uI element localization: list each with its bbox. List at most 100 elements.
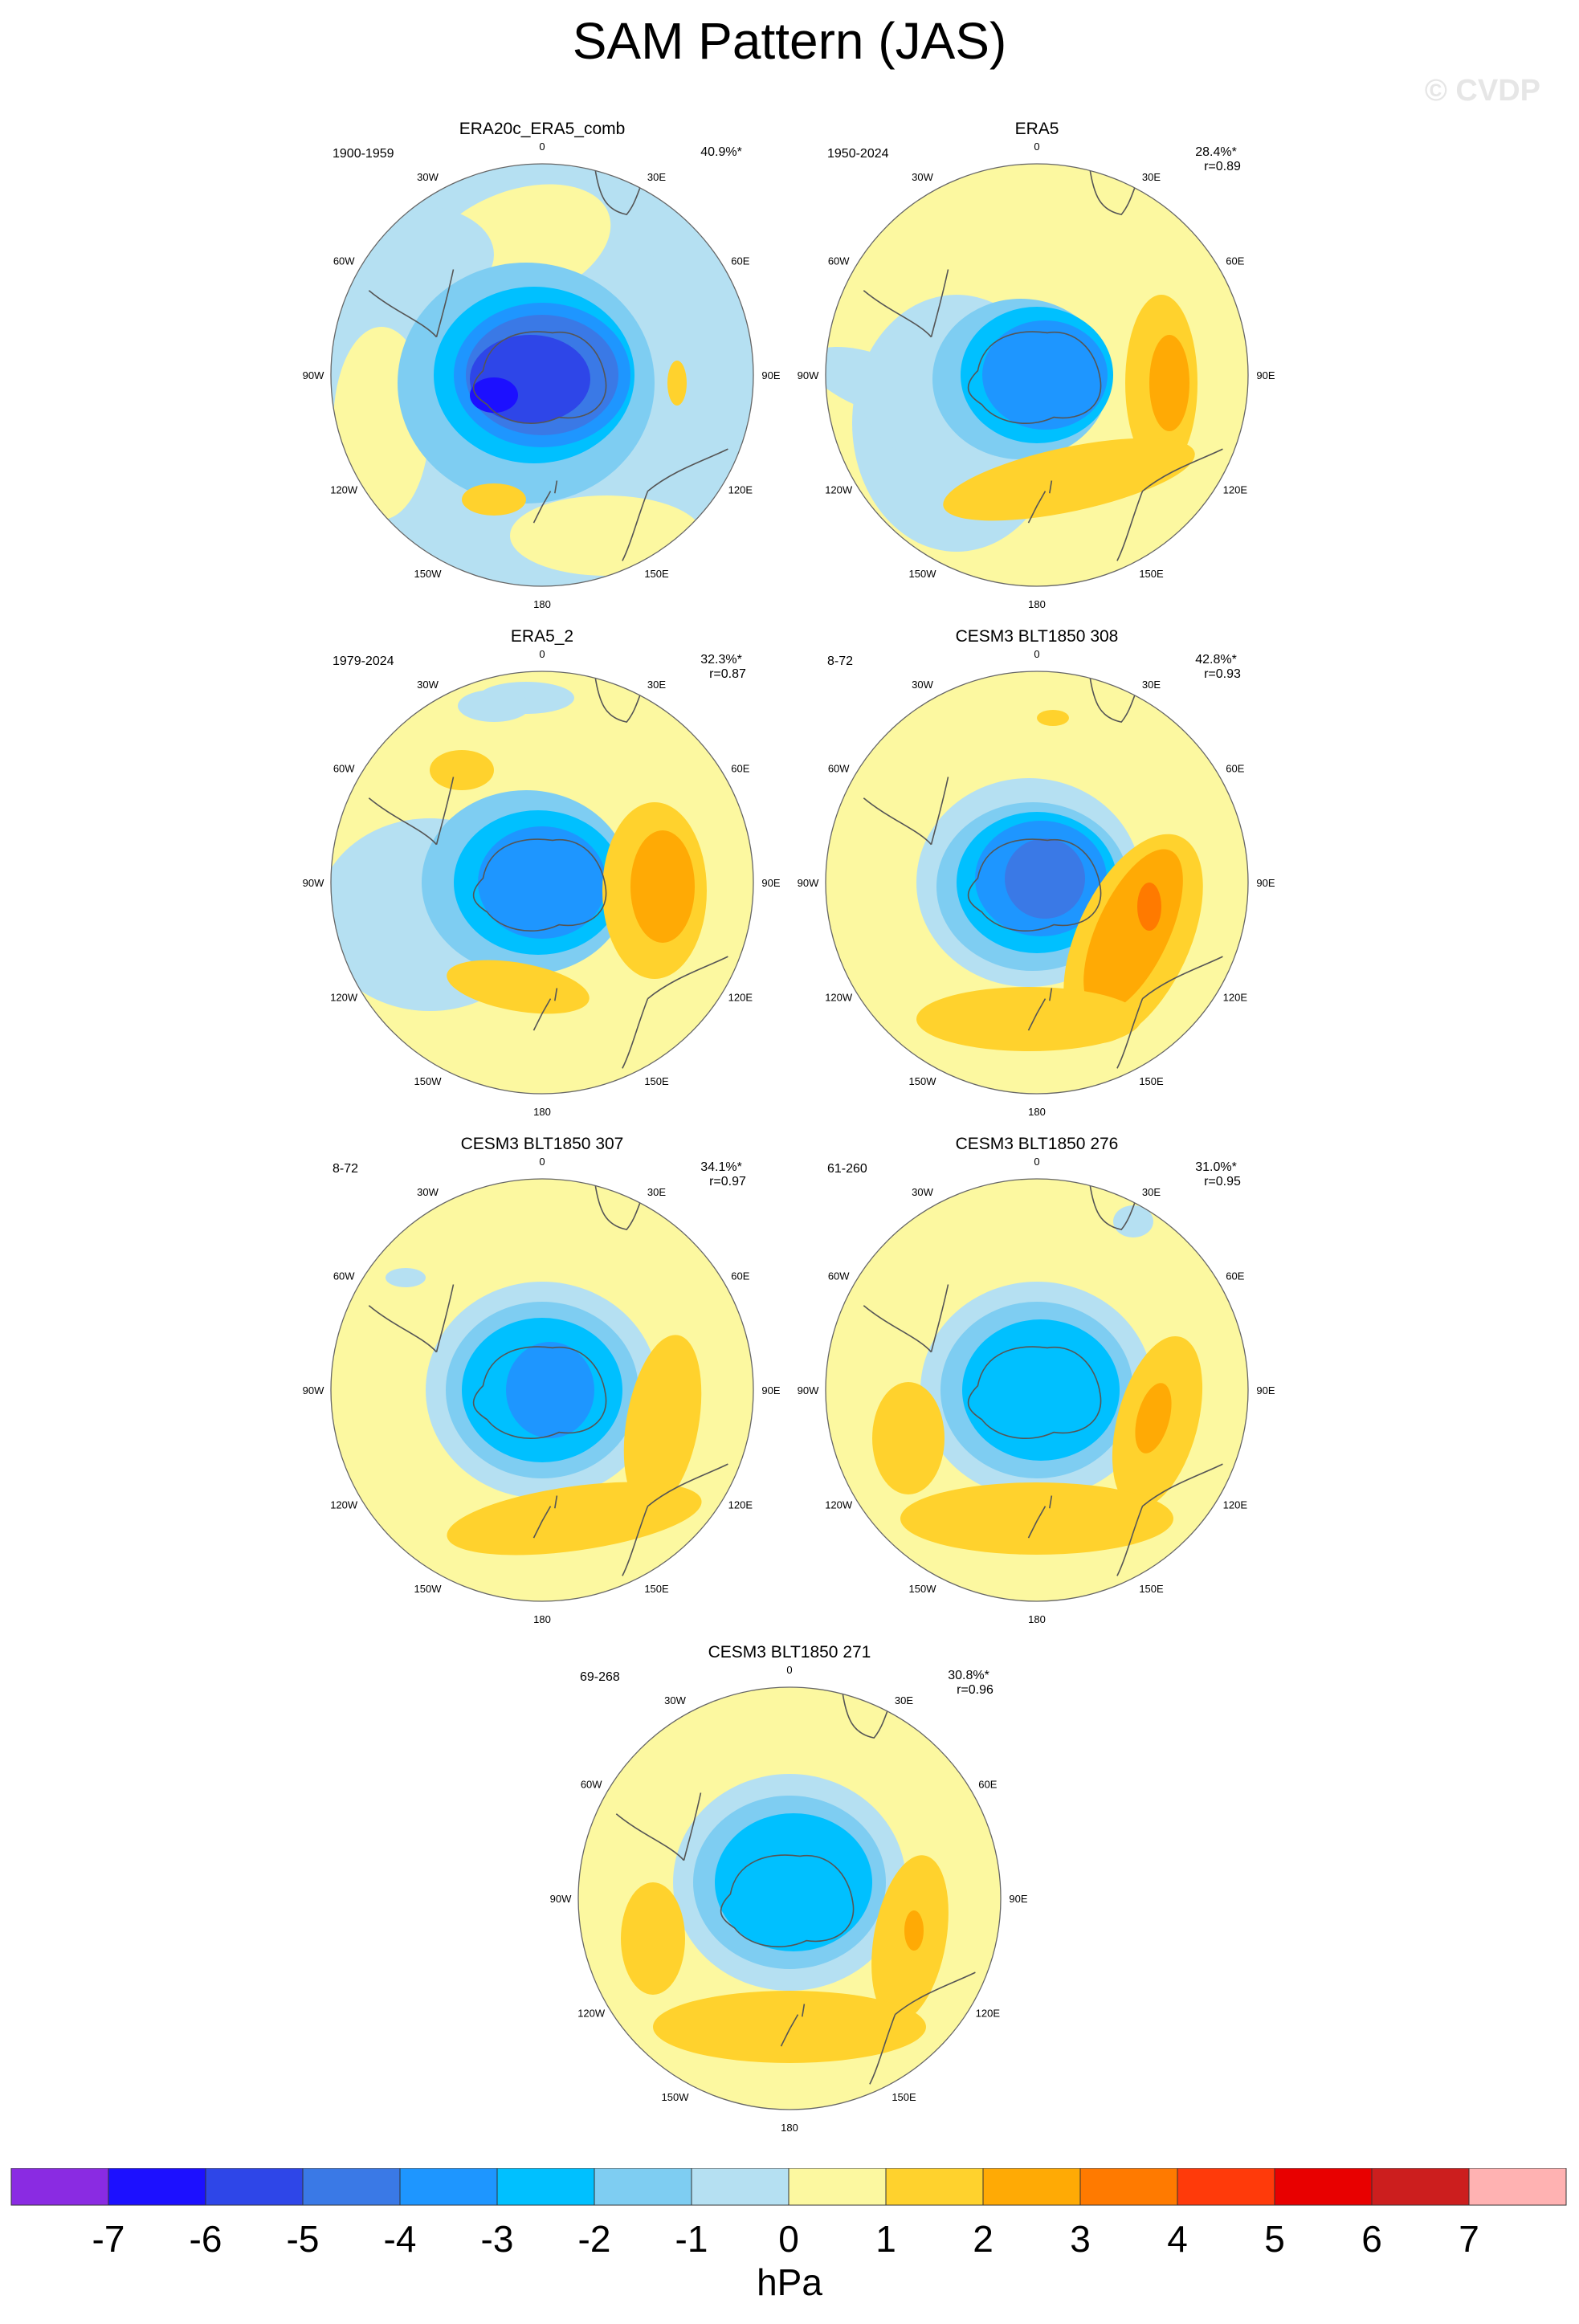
colorbar-tick-label: 3 [1070,2218,1091,2260]
lon-tick-label: 120W [825,992,853,1004]
colorbar-tick-label: 0 [778,2218,799,2260]
lon-tick-label: 60E [1226,1270,1244,1282]
panel-title: CESM3 BLT1850 271 [708,1643,871,1661]
coastline [1116,956,1223,1069]
lon-tick-label: 60W [828,763,850,775]
panel-variance: 30.8%* [948,1669,989,1682]
panel-period: 8-72 [333,1162,358,1176]
coastline [368,1284,455,1353]
contour-region [430,750,494,790]
panel-correlation: r=0.97 [709,1175,746,1189]
colorbar-tick-label: -3 [481,2218,514,2260]
colorbar-swatch [789,2168,886,2205]
coastline [472,838,607,932]
contour-region [1083,849,1183,1013]
lon-tick-label: 150E [1139,568,1164,580]
polar-map: 0 30E 60E 90E 120E 150E 180 150W 120W 90W 60W 30W CE… [550,1643,1028,2134]
lon-tick-label: 30E [1142,679,1161,691]
panel-variance: 32.3%* [700,653,742,667]
coastline [1116,1463,1223,1576]
colorbar-tick-label: 2 [973,2218,994,2260]
lon-tick-label: 180 [533,1106,551,1118]
lon-tick-label: 30E [647,171,666,183]
map-panel-7: 0 30E 60E 90E 120E 150E 180 150W 120W 90W 60W 30W CE… [484,1633,1095,2163]
contour-region [1113,1205,1153,1237]
map-panel-5: 0 30E 60E 90E 120E 150E 180 150W 120W 90W 60W 30W CE… [237,1125,847,1655]
colorbar: -7 -6 -5 -4 -3 -2 -1 0 1 2 3 4 5 6 7 hPa [10,2168,1567,2303]
coastline [532,1495,558,1539]
lon-tick-label: 90E [1256,369,1275,381]
contour-region [667,361,687,406]
contour-region [1005,838,1085,919]
lon-tick-label: 90W [550,1893,572,1905]
coastline [1116,448,1223,561]
lon-tick-label: 150E [644,1583,669,1595]
lon-tick-label: 30W [912,1186,933,1198]
lon-tick-label: 180 [533,1613,551,1625]
lon-tick-label: 120W [577,2008,606,2020]
map-panel-6: 0 30E 60E 90E 120E 150E 180 150W 120W 90W 60W 30W CE… [732,1125,1342,1655]
lon-tick-label: 120W [330,1499,358,1511]
panel-title: CESM3 BLT1850 307 [461,1135,624,1153]
panel-variance: 40.9%* [700,145,742,159]
lon-tick-label: 90W [798,369,819,381]
watermark: © CVDP [1424,74,1540,108]
lon-tick-label: 60E [1226,763,1244,775]
contour-region [1135,1383,1172,1454]
panel-variance: 34.1%* [700,1160,742,1174]
lon-tick-label: 150W [414,568,443,580]
lon-tick-label: 180 [1028,1613,1046,1625]
coastline [967,1346,1102,1439]
lon-tick-label: 90W [798,877,819,889]
coastline [967,331,1102,424]
coastline [720,1854,855,1947]
lon-tick-label: 120W [825,484,853,496]
contour-region [478,826,606,939]
coastline [967,838,1102,932]
figure-title: SAM Pattern (JAS) [572,12,1007,70]
panel-correlation: r=0.89 [1204,160,1241,173]
panel-period: 1979-2024 [333,654,394,668]
coastline [615,1792,702,1861]
colorbar-swatch [400,2168,497,2205]
contour-region [470,377,518,413]
lon-tick-label: 120E [976,2008,1001,2020]
lon-tick-label: 90W [303,1384,324,1396]
panel-title: CESM3 BLT1850 308 [956,627,1119,646]
contour-region [447,960,590,1014]
lon-tick-label: 60W [581,1779,602,1791]
colorbar-swatch [594,2168,692,2205]
lon-tick-label: 0 [539,141,545,153]
colorbar-tick-label: 4 [1167,2218,1188,2260]
contour-region [447,1482,702,1555]
coastline [863,269,949,338]
panel-period: 8-72 [827,654,853,668]
lon-tick-label: 120E [1223,1499,1248,1511]
colorbar-tick-label: 6 [1361,2218,1382,2260]
coastline [472,1346,607,1439]
panel-variance: 28.4%* [1195,145,1237,159]
map-panel-1: 0 30E 60E 90E 120E 150E 180 150W 120W 90W 60W 30W ER… [237,110,847,640]
lon-tick-label: 150W [909,1075,937,1087]
coastline [532,988,558,1031]
lon-tick-label: 60W [828,1270,850,1282]
panel-title: ERA20c_ERA5_comb [459,120,626,138]
lon-tick-label: 120E [728,992,753,1004]
contour-region [386,1268,426,1287]
lon-tick-label: 180 [1028,598,1046,610]
polar-map: 0 30E 60E 90E 120E 150E 180 150W 120W 90W 60W 30W ER… [303,627,781,1118]
lon-tick-label: 180 [781,2122,798,2134]
contour-region [1149,335,1189,431]
contour-region [1037,710,1069,726]
contour-region [653,1991,926,2063]
polar-map: 0 30E 60E 90E 120E 150E 180 150W 120W 90W 60W 30W CE… [798,627,1275,1118]
coastline [622,448,728,561]
lon-tick-label: 90E [1256,877,1275,889]
colorbar-tick-label: -6 [190,2218,222,2260]
lon-tick-label: 120E [728,1499,753,1511]
colorbar-unit: hPa [757,2261,822,2303]
coastline [622,956,728,1069]
panel-title: CESM3 BLT1850 276 [956,1135,1119,1153]
lon-tick-label: 60W [828,255,850,267]
lon-tick-label: 30W [417,1186,439,1198]
